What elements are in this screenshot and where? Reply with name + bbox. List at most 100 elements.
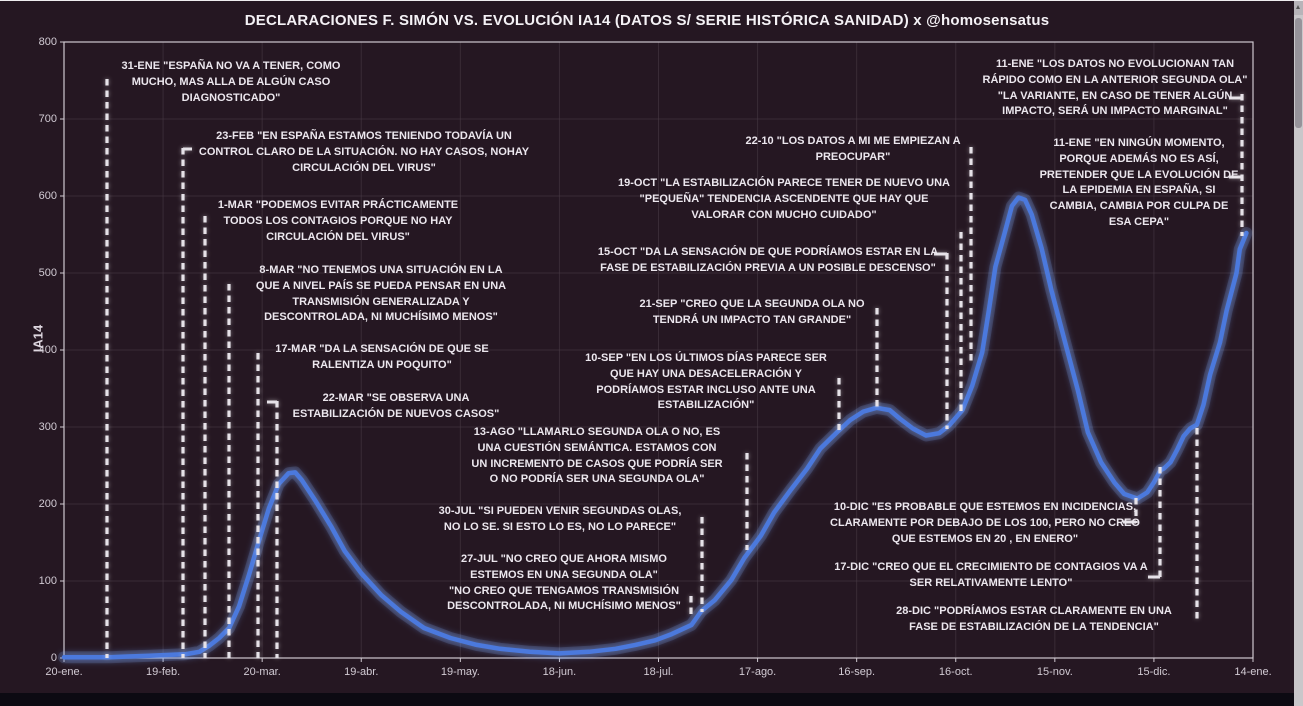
- y-tick-label: 600: [38, 190, 57, 202]
- annotation-21-sep: 21-SEP "CREO QUE LA SEGUNDA OLA NO TENDRÁ…: [639, 297, 864, 329]
- y-tick-label: 800: [38, 36, 57, 48]
- annotation-line: CIRCULACIÓN DEL VIRUS": [266, 230, 410, 243]
- annotation-line: ESA CEPA": [1108, 215, 1170, 228]
- annotation-line: RALENTIZA UN POQUITO": [312, 358, 452, 371]
- annotation-line: CIRCULACIÓN DEL VIRUS": [292, 161, 436, 174]
- annotation-line: RÁPIDO COMO EN LA ANTERIOR SEGUNDA OLA": [982, 73, 1248, 86]
- annotation-line: ESTABILIZACIÓN DE NUEVOS CASOS": [292, 407, 500, 420]
- annotation-line: 30-JUL "SI PUEDEN VENIR SEGUNDAS OLAS,: [438, 505, 682, 517]
- annotation-line: QUE HAY UNA DESACELERACIÓN Y: [610, 367, 802, 380]
- annotation-line: VALORAR CON MUCHO CUIDADO": [691, 208, 877, 221]
- ia14-curve: [61, 195, 1249, 660]
- annotation-15-oct: 15-OCT "DA LA SENSACIÓN DE QUE PODRÍAMOS…: [598, 245, 938, 277]
- annotation-line: LA EPIDEMIA EN ESPAÑA, SI: [1062, 184, 1216, 197]
- annotation-line: 22-MAR "SE OBSERVA UNA: [322, 392, 470, 404]
- y-tick-label: 200: [38, 498, 57, 510]
- annotation-10-sep: 10-SEP "EN LOS ÚLTIMOS DÍAS PARECE SER QU…: [585, 351, 827, 414]
- annotation-28-dic: 28-DIC "PODRÍAMOS ESTAR CLARAMENTE EN UN…: [896, 604, 1172, 636]
- annotation-line: 31-ENE "ESPAÑA NO VA A TENER, COMO: [121, 60, 341, 72]
- x-tick-label: 19-abr.: [344, 666, 379, 678]
- annotation-line: "PEQUEÑA" TENDENCIA ASCENDENTE QUE HAY Q…: [639, 192, 929, 205]
- annotation-line: 27-JUL "NO CREO QUE AHORA MISMO: [461, 553, 667, 565]
- x-tick-label: 19-feb.: [145, 666, 181, 678]
- window-top-edge: [0, 0, 1303, 1]
- x-tick-label: 16-oct.: [938, 666, 973, 678]
- x-tick-label: 15-nov.: [1036, 666, 1073, 678]
- annotation-line: FASE DE ESTABILIZACIÓN PREVIA A UN POSIB…: [600, 261, 936, 274]
- annotation-line: UNA CUESTIÓN SEMÁNTICA. ESTAMOS CON: [477, 441, 717, 454]
- annotation-line: 1-MAR "PODEMOS EVITAR PRÁCTICAMENTE: [217, 199, 459, 211]
- chart-plot: [58, 41, 1254, 664]
- annotation-line: 11-ENE "LOS DATOS NO EVOLUCIONAN TAN: [995, 58, 1235, 70]
- annotation-line: ESTABILIZACIÓN": [657, 399, 755, 412]
- x-tick-label: 20-ene.: [45, 666, 83, 678]
- y-tick-label: 700: [38, 113, 57, 125]
- scrollbar-up-arrow-icon[interactable]: [1294, 0, 1303, 15]
- annotation-line: QUE A NIVEL PAÍS SE PUEDA PENSAR EN UNA: [255, 279, 507, 292]
- chart-area: DECLARACIONES F. SIMÓN VS. EVOLUCIÓN IA1…: [0, 1, 1294, 693]
- annotation-19-oct: 19-OCT "LA ESTABILIZACIÓN PARECE TENER D…: [618, 176, 950, 223]
- annotation-line: PODRÍAMOS ESTAR INCLUSO ANTE UNA: [596, 383, 816, 396]
- annotation-line: PRETENDER QUE LA EVOLUCIÓN DE: [1039, 168, 1239, 181]
- annotation-line: DESCONTROLADA, NI MUCHÍSIMO MENOS": [447, 600, 681, 613]
- x-tick-label: 17-ago.: [738, 666, 777, 678]
- annotation-line: SER RELATIVAMENTE LENTO": [909, 576, 1073, 589]
- annotation-line: TRANSMISIÓN GENERALIZADA Y: [292, 295, 470, 308]
- annotation-22-10: 22-10 "LOS DATOS A MI ME EMPIEZAN A PREOC…: [745, 134, 960, 166]
- annotation-13-ago: 13-AGO "LLAMARLO SEGUNDA OLA O NO, ES UNA…: [471, 425, 722, 488]
- annotation-line: 28-DIC "PODRÍAMOS ESTAR CLARAMENTE EN UN…: [896, 605, 1172, 617]
- annotation-line: CAMBIA, CAMBIA POR CULPA DE: [1049, 200, 1229, 213]
- annotation-line: NO LO SE. SI ESTO LO ES, NO LO PARECE": [443, 520, 677, 533]
- annotation-line: CONTROL CLARO DE LA SITUACIÓN. NO HAY CA…: [198, 145, 530, 158]
- annotation-line: 23-FEB "EN ESPAÑA ESTAMOS TENIENDO TODAV…: [216, 130, 512, 142]
- annotation-17-mar: 17-MAR "DA LA SENSACIÓN DE QUE SE RALENTI…: [275, 342, 488, 374]
- annotation-30-jul: 30-JUL "SI PUEDEN VENIR SEGUNDAS OLAS, NO…: [439, 504, 682, 536]
- annotation-line: 21-SEP "CREO QUE LA SEGUNDA OLA NO: [639, 298, 865, 310]
- x-tick-label: 19-may.: [440, 666, 480, 678]
- annotation-11-ene: 11-ENE "LOS DATOS NO EVOLUCIONAN TAN RÁPI…: [983, 57, 1248, 120]
- annotation-line: 10-DIC "ES PROBABLE QUE ESTEMOS EN INCID…: [833, 501, 1137, 513]
- x-tick-label: 16-sep.: [838, 666, 876, 678]
- annotation-line: 13-AGO "LLAMARLO SEGUNDA OLA O NO, ES: [473, 426, 721, 438]
- annotation-1-mar: 1-MAR "PODEMOS EVITAR PRÁCTICAMENTE TODOS…: [218, 198, 458, 245]
- annotation-line: "LA VARIANTE, EN CASO DE TENER ALGÚN: [997, 89, 1233, 102]
- annotation-line: DESCONTROLADA, NI MUCHÍSIMO MENOS": [264, 311, 498, 324]
- annotation-line: 17-MAR "DA LA SENSACIÓN DE QUE SE: [275, 343, 489, 355]
- x-tick-label: 18-jul.: [643, 666, 674, 678]
- annotation-line: 19-OCT "LA ESTABILIZACIÓN PARECE TENER D…: [618, 177, 950, 189]
- x-tick-label: 18-jun.: [542, 666, 577, 678]
- x-tick-label: 20-mar.: [243, 666, 281, 678]
- annotation-line: "NO CREO QUE TENGAMOS TRANSMISIÓN: [448, 584, 680, 597]
- annotation-31-ene: 31-ENE "ESPAÑA NO VA A TENER, COMO MUCHO,…: [122, 59, 341, 106]
- annotation-line: IMPACTO, SERÁ UN IMPACTO MARGINAL": [1002, 105, 1228, 118]
- scrollbar-thumb[interactable]: [1295, 18, 1302, 128]
- annotation-line: FASE DE ESTABILIZACIÓN DE LA TENDENCIA": [909, 620, 1159, 633]
- annotation-line: 17-DIC "CREO QUE EL CRECIMIENTO DE CONTA…: [834, 561, 1148, 573]
- scrollbar[interactable]: [1294, 0, 1303, 706]
- annotation-line: 8-MAR "NO TENEMOS UNA SITUACIÓN EN LA: [259, 264, 503, 276]
- annotation-line: TODOS LOS CONTAGIOS PORQUE NO HAY: [223, 214, 453, 227]
- marker-lines: [105, 79, 1244, 658]
- annotation-line: O NO PODRÍA SER UNA SEGUNDA OLA": [489, 473, 705, 486]
- annotation-8-mar: 8-MAR "NO TENEMOS UNA SITUACIÓN EN LA QUE…: [256, 263, 506, 326]
- annotation-27-jul: 27-JUL "NO CREO QUE AHORA MISMO ESTEMOS E…: [447, 552, 681, 615]
- annotation-line: 10-SEP "EN LOS ÚLTIMOS DÍAS PARECE SER: [585, 352, 827, 364]
- y-tick-label: 100: [38, 575, 57, 587]
- annotation-line: QUE ESTEMOS EN 20 , EN ENERO": [891, 532, 1079, 545]
- x-tick-label: 14-ene.: [1234, 666, 1272, 678]
- annotation-23-feb: 23-FEB "EN ESPAÑA ESTAMOS TENIENDO TODAV…: [199, 129, 529, 176]
- y-tick-label: 0: [50, 652, 57, 664]
- annotation-line: PREOCUPAR": [815, 150, 891, 163]
- annotation-line: ESTEMOS EN UNA SEGUNDA OLA": [470, 568, 658, 581]
- annotation-line: PORQUE ADEMÁS NO ES ASÍ,: [1059, 152, 1219, 165]
- annotation-line: DIAGNOSTICADO": [181, 91, 281, 104]
- annotation-10-dic: 10-DIC "ES PROBABLE QUE ESTEMOS EN INCID…: [830, 500, 1140, 547]
- annotation-line: 22-10 "LOS DATOS A MI ME EMPIEZAN A: [745, 135, 961, 147]
- annotation-22-mar: 22-MAR "SE OBSERVA UNA ESTABILIZACIÓN DE …: [293, 391, 500, 423]
- annotation-line: 15-OCT "DA LA SENSACIÓN DE QUE PODRÍAMOS…: [597, 246, 939, 258]
- y-tick-label: 400: [38, 344, 57, 356]
- annotation-line: UN INCREMENTO DE CASOS QUE PODRÍA SER: [471, 457, 723, 470]
- y-tick-label: 300: [38, 421, 57, 433]
- x-tick-label: 15-dic.: [1137, 666, 1171, 678]
